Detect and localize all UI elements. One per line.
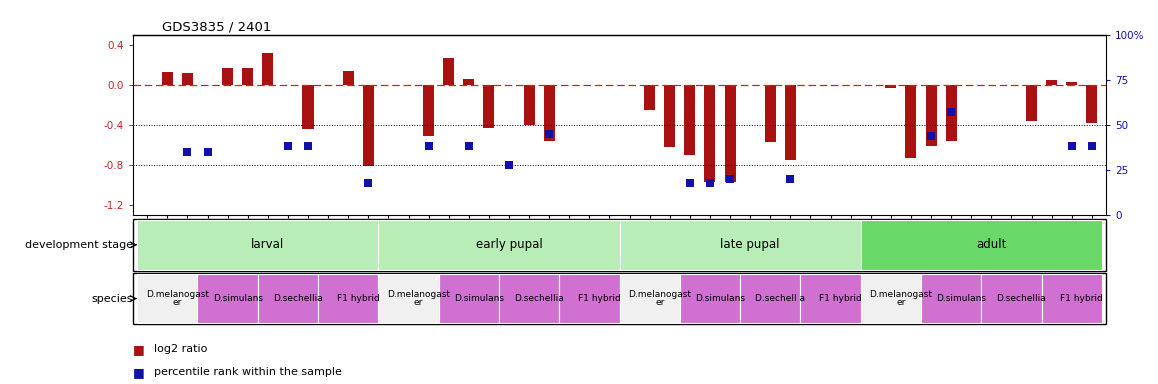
- Text: D.simulans: D.simulans: [213, 294, 263, 303]
- Bar: [764, 85, 776, 142]
- Bar: [620, 274, 680, 323]
- Text: F1 hybrid: F1 hybrid: [819, 294, 862, 303]
- Bar: [463, 79, 475, 85]
- Text: D.melanogast
er: D.melanogast er: [629, 290, 691, 307]
- Bar: [263, 53, 273, 85]
- Bar: [523, 85, 535, 125]
- Text: development stage: development stage: [24, 240, 133, 250]
- Text: late pupal: late pupal: [720, 238, 780, 251]
- Bar: [379, 274, 439, 323]
- Bar: [444, 58, 454, 85]
- Point: [178, 149, 197, 155]
- Bar: [725, 85, 735, 182]
- Bar: [860, 274, 921, 323]
- Text: F1 hybrid: F1 hybrid: [337, 294, 380, 303]
- Bar: [222, 68, 233, 85]
- Text: larval: larval: [251, 238, 285, 251]
- Text: D.sechell a: D.sechell a: [755, 294, 805, 303]
- Text: species: species: [91, 293, 133, 304]
- Point: [1062, 143, 1080, 149]
- Bar: [1086, 85, 1098, 123]
- Bar: [644, 85, 655, 110]
- Bar: [137, 220, 379, 270]
- Bar: [981, 274, 1041, 323]
- Bar: [946, 85, 957, 141]
- Bar: [680, 274, 740, 323]
- Point: [279, 143, 298, 149]
- Point: [460, 143, 478, 149]
- Bar: [704, 85, 716, 182]
- Bar: [1046, 80, 1057, 85]
- Text: D.sechellia: D.sechellia: [273, 294, 323, 303]
- Point: [540, 131, 558, 137]
- Point: [701, 179, 719, 185]
- Point: [720, 176, 739, 182]
- Point: [1083, 143, 1101, 149]
- Bar: [379, 220, 620, 270]
- Bar: [665, 85, 675, 147]
- Bar: [439, 274, 499, 323]
- Point: [681, 179, 699, 185]
- Text: GDS3835 / 2401: GDS3835 / 2401: [162, 20, 272, 33]
- Bar: [1067, 82, 1077, 85]
- Bar: [302, 85, 314, 129]
- Bar: [1041, 274, 1102, 323]
- Bar: [343, 71, 353, 85]
- Text: D.melanogast
er: D.melanogast er: [387, 290, 450, 307]
- Point: [299, 143, 317, 149]
- Bar: [182, 73, 193, 85]
- Bar: [559, 274, 620, 323]
- Text: adult: adult: [976, 238, 1006, 251]
- Bar: [800, 274, 860, 323]
- Bar: [1026, 85, 1038, 121]
- Bar: [258, 274, 318, 323]
- Bar: [499, 274, 559, 323]
- Bar: [362, 85, 374, 166]
- Bar: [543, 85, 555, 141]
- Point: [419, 143, 438, 149]
- Text: D.melanogast
er: D.melanogast er: [146, 290, 208, 307]
- Point: [500, 161, 519, 167]
- Bar: [620, 220, 860, 270]
- Point: [922, 132, 940, 139]
- Bar: [198, 274, 258, 323]
- Bar: [137, 274, 198, 323]
- Bar: [423, 85, 434, 136]
- Point: [198, 149, 217, 155]
- Text: ■: ■: [133, 343, 145, 356]
- Point: [782, 176, 800, 182]
- Text: F1 hybrid: F1 hybrid: [1061, 294, 1104, 303]
- Text: D.simulans: D.simulans: [695, 294, 745, 303]
- Point: [941, 109, 960, 115]
- Point: [359, 179, 378, 185]
- Bar: [684, 85, 696, 155]
- Bar: [906, 85, 916, 158]
- Text: D.sechellia: D.sechellia: [514, 294, 564, 303]
- Text: D.simulans: D.simulans: [936, 294, 987, 303]
- Bar: [483, 85, 494, 128]
- Bar: [925, 85, 937, 146]
- Bar: [785, 85, 796, 160]
- Text: early pupal: early pupal: [476, 238, 542, 251]
- Bar: [740, 274, 800, 323]
- Text: D.melanogast
er: D.melanogast er: [870, 290, 932, 307]
- Bar: [318, 274, 379, 323]
- Text: D.sechellia: D.sechellia: [997, 294, 1047, 303]
- Text: F1 hybrid: F1 hybrid: [578, 294, 621, 303]
- Text: percentile rank within the sample: percentile rank within the sample: [154, 367, 342, 377]
- Text: D.simulans: D.simulans: [454, 294, 504, 303]
- Bar: [921, 274, 981, 323]
- Text: log2 ratio: log2 ratio: [154, 344, 207, 354]
- Bar: [860, 220, 1102, 270]
- Text: ■: ■: [133, 366, 145, 379]
- Bar: [242, 68, 254, 85]
- Bar: [886, 85, 896, 88]
- Bar: [162, 72, 173, 85]
